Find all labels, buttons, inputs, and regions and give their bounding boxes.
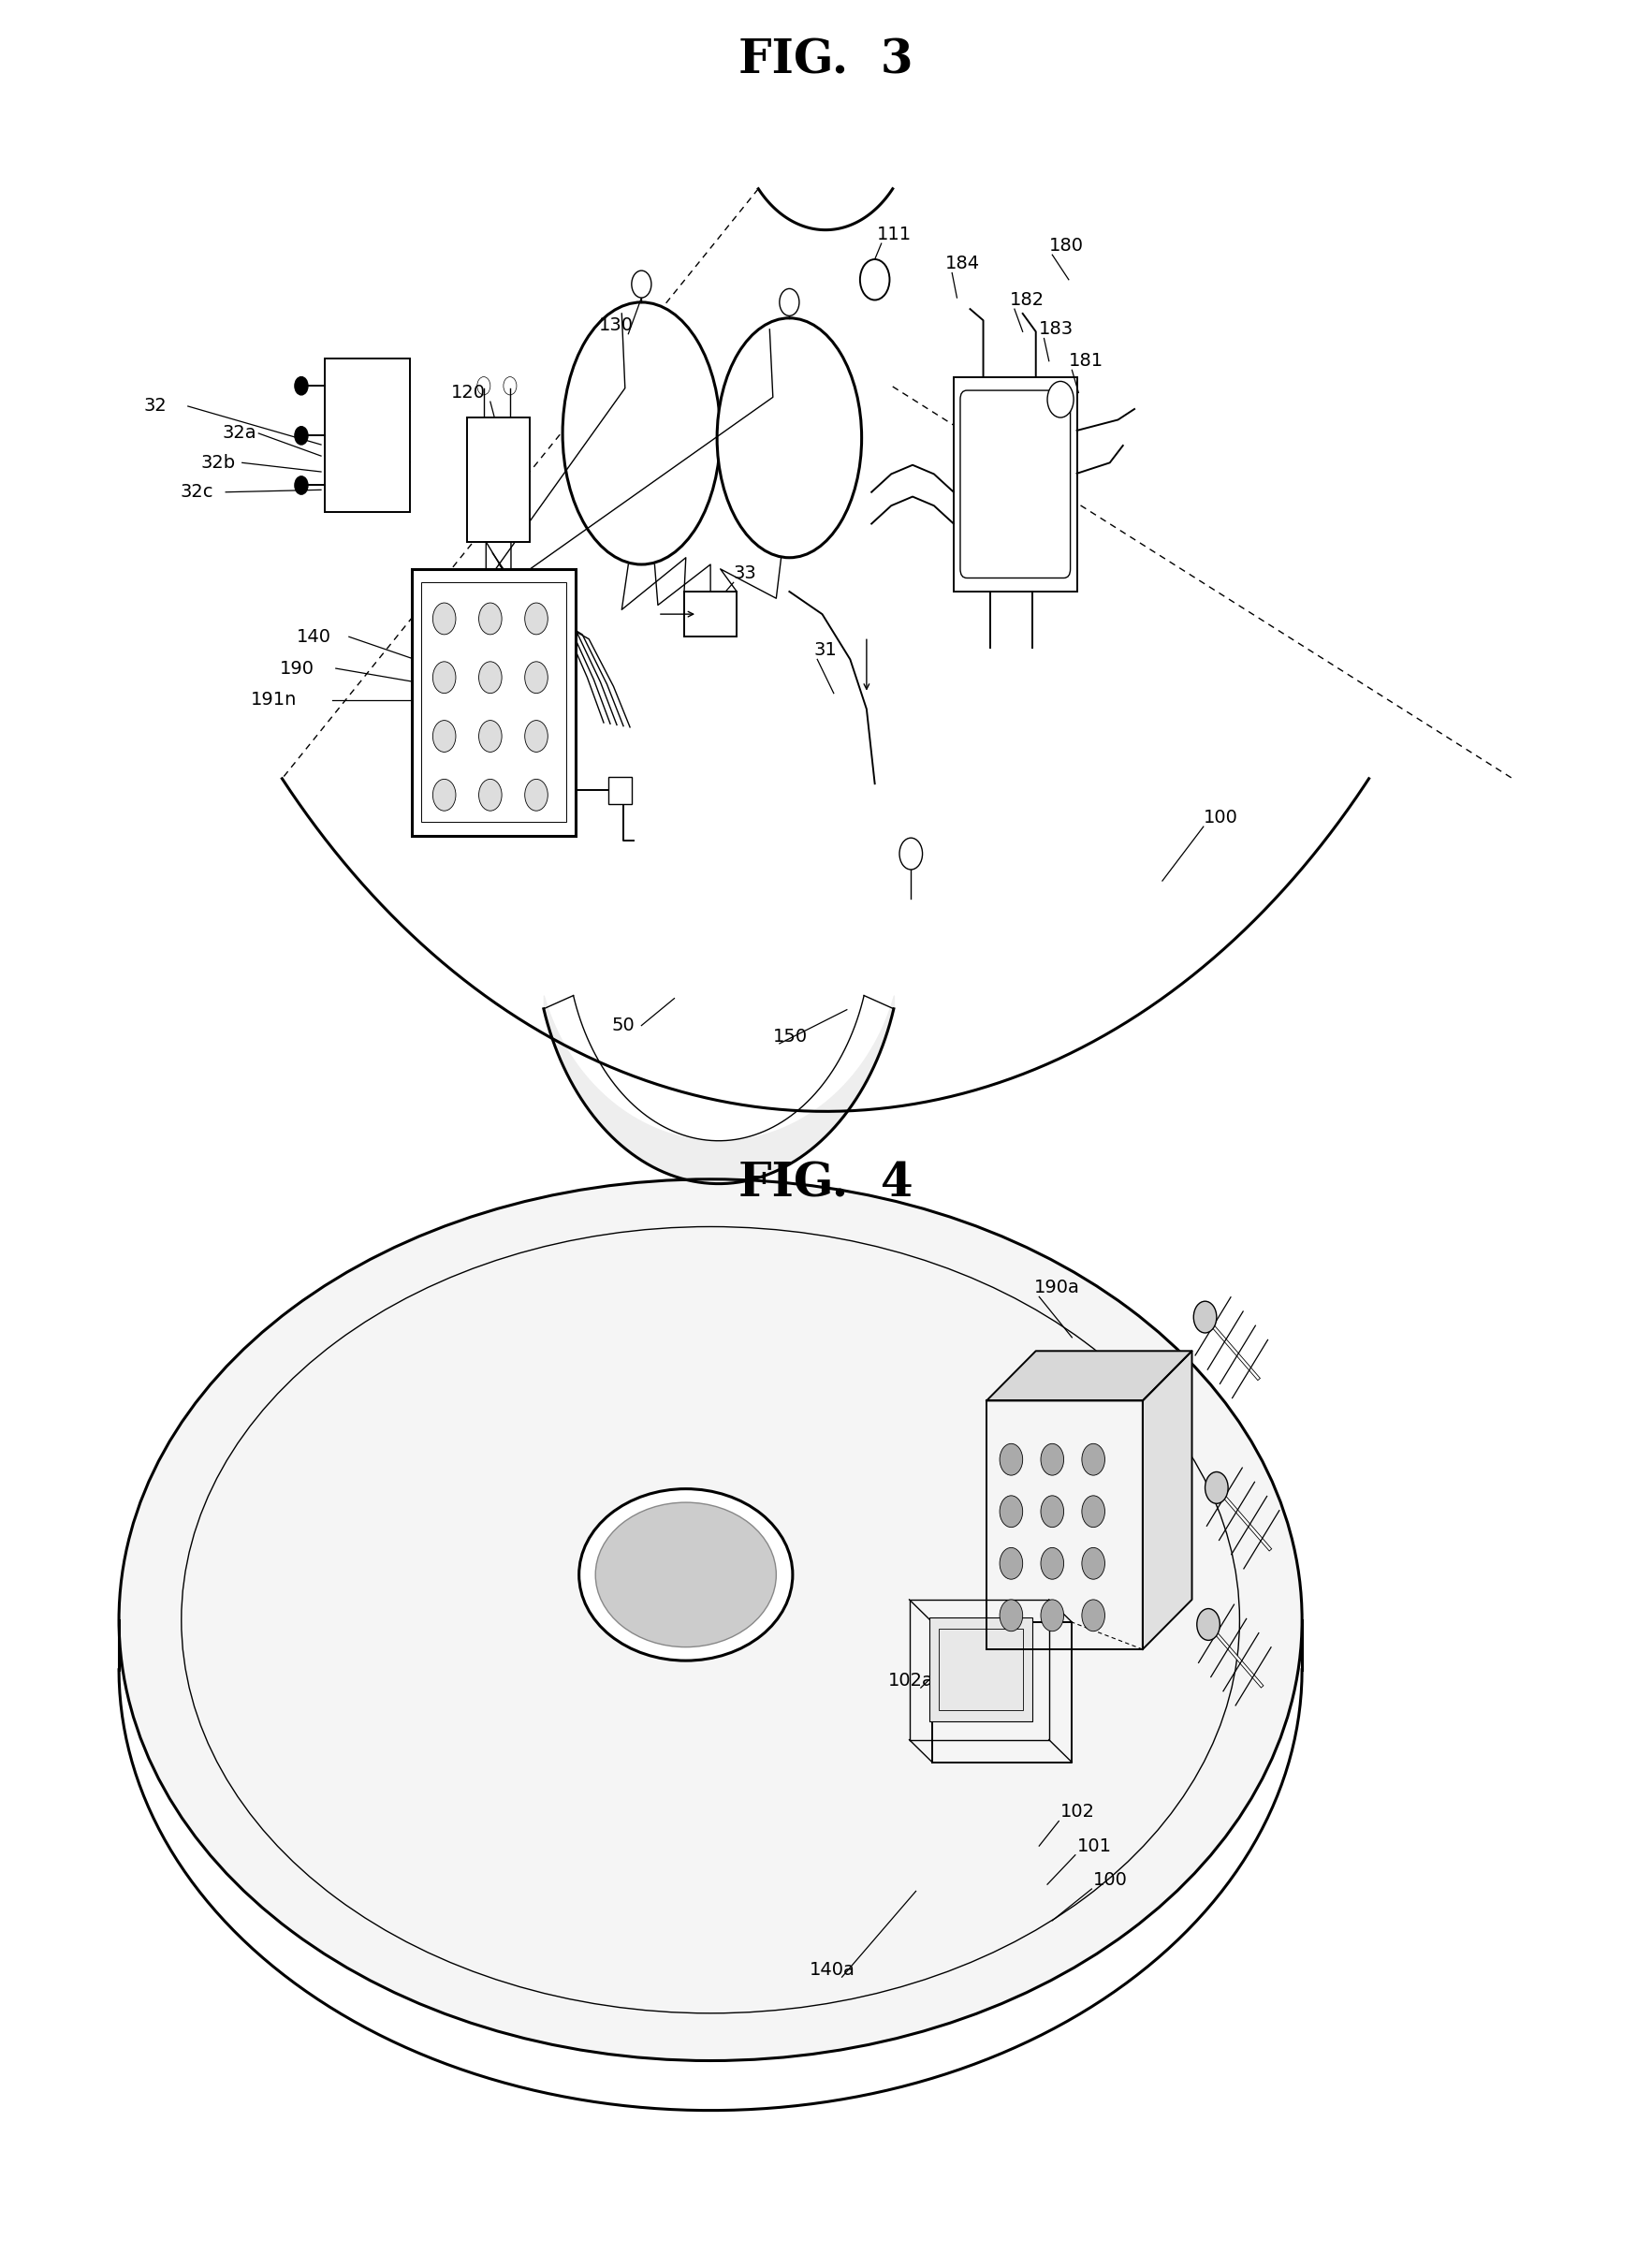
Text: 181: 181	[1068, 352, 1103, 370]
Circle shape	[900, 837, 923, 869]
Circle shape	[1040, 1495, 1063, 1526]
Text: 102: 102	[1060, 1803, 1095, 1821]
Text: 32c: 32c	[180, 483, 213, 501]
Bar	[954, 376, 1076, 592]
Text: 183: 183	[1038, 320, 1073, 338]
Circle shape	[1047, 381, 1073, 417]
Text: 150: 150	[773, 1027, 807, 1046]
Circle shape	[1040, 1599, 1063, 1631]
Text: 190a: 190a	[1034, 1279, 1080, 1297]
Circle shape	[433, 603, 456, 635]
Text: 190: 190	[281, 660, 315, 678]
Circle shape	[433, 780, 456, 810]
Text: 32: 32	[144, 397, 167, 415]
Circle shape	[1081, 1599, 1105, 1631]
Text: 140a: 140a	[809, 1962, 855, 1980]
Ellipse shape	[596, 1501, 776, 1647]
Bar	[609, 778, 632, 805]
Text: 100: 100	[1204, 810, 1238, 826]
Circle shape	[632, 270, 652, 297]
Text: 140: 140	[297, 628, 330, 646]
Bar	[467, 417, 530, 542]
Ellipse shape	[563, 302, 720, 565]
Text: 111: 111	[877, 225, 911, 243]
Circle shape	[525, 662, 548, 694]
Ellipse shape	[580, 1488, 792, 1660]
Text: 102a: 102a	[888, 1672, 934, 1690]
Text: FIG.  3: FIG. 3	[738, 39, 913, 84]
Text: 32a: 32a	[223, 424, 256, 442]
Text: 50: 50	[613, 1016, 636, 1034]
Bar	[421, 583, 566, 821]
Circle shape	[860, 259, 890, 299]
Circle shape	[525, 780, 548, 810]
Bar	[930, 1617, 1032, 1721]
Text: 120: 120	[451, 383, 485, 401]
Text: 182: 182	[1009, 290, 1045, 308]
Text: 101: 101	[1076, 1837, 1111, 1855]
Text: 191n: 191n	[251, 692, 297, 710]
Bar	[324, 358, 409, 513]
Ellipse shape	[717, 318, 862, 558]
Bar	[411, 569, 576, 835]
Circle shape	[1081, 1547, 1105, 1579]
Text: 33: 33	[733, 565, 756, 583]
Polygon shape	[987, 1352, 1192, 1402]
Circle shape	[999, 1495, 1022, 1526]
Text: 32b: 32b	[201, 454, 236, 472]
Text: FIG.  4: FIG. 4	[738, 1161, 913, 1207]
Text: 100: 100	[1093, 1871, 1128, 1889]
Circle shape	[525, 721, 548, 753]
Circle shape	[296, 476, 307, 494]
Circle shape	[1040, 1445, 1063, 1474]
Circle shape	[999, 1599, 1022, 1631]
Circle shape	[999, 1547, 1022, 1579]
Circle shape	[525, 603, 548, 635]
Circle shape	[477, 376, 490, 395]
Bar	[939, 1628, 1022, 1710]
Text: 31: 31	[814, 642, 837, 660]
Circle shape	[296, 426, 307, 445]
Ellipse shape	[119, 1179, 1303, 2062]
Circle shape	[433, 662, 456, 694]
Circle shape	[504, 376, 517, 395]
Circle shape	[479, 603, 502, 635]
Circle shape	[1081, 1495, 1105, 1526]
Circle shape	[1197, 1608, 1220, 1640]
Text: 180: 180	[1048, 236, 1083, 254]
Circle shape	[479, 780, 502, 810]
Circle shape	[296, 376, 307, 395]
Text: 184: 184	[946, 254, 981, 272]
Circle shape	[999, 1445, 1022, 1474]
Circle shape	[479, 721, 502, 753]
Circle shape	[1194, 1302, 1217, 1334]
Circle shape	[1205, 1472, 1228, 1504]
Circle shape	[1081, 1445, 1105, 1474]
Polygon shape	[1142, 1352, 1192, 1649]
Circle shape	[479, 662, 502, 694]
Circle shape	[1040, 1547, 1063, 1579]
Text: 130: 130	[599, 315, 634, 333]
Circle shape	[433, 721, 456, 753]
Circle shape	[779, 288, 799, 315]
Bar	[684, 592, 736, 637]
